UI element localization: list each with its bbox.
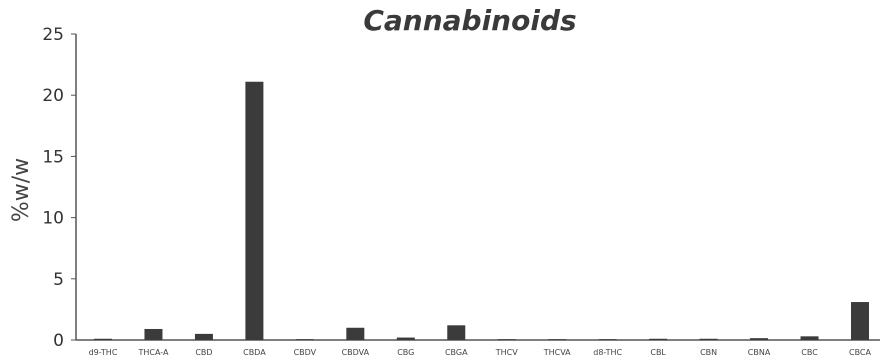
y-tick-label: 5	[53, 270, 64, 290]
bar-cbca	[851, 302, 869, 340]
x-tick-label: THCA-A	[137, 348, 168, 357]
bar-cbc	[800, 336, 819, 340]
bar-cbga	[447, 325, 466, 340]
x-tick-label: d8-THC	[593, 348, 622, 357]
bar-d9-thc	[94, 338, 112, 340]
x-tick-label: CBDA	[243, 348, 266, 357]
bar-d8-thc	[598, 339, 617, 340]
x-tick-label: CBNA	[748, 348, 771, 357]
bar-cbg	[396, 337, 415, 340]
bar-thcva	[548, 339, 567, 340]
x-tick-label: CBL	[650, 348, 666, 357]
x-tick-label: CBD	[195, 348, 212, 357]
bar-thca-a	[144, 328, 163, 340]
bar-cbdv	[295, 339, 314, 340]
x-tick-label: CBGA	[445, 348, 468, 357]
bar-cbdva	[346, 327, 365, 340]
x-tick-label: CBG	[397, 348, 414, 357]
bar-cbn	[699, 338, 718, 340]
bar-cbd	[194, 333, 213, 340]
y-tick-label: 15	[42, 147, 64, 167]
x-tick-label: CBDVA	[342, 348, 370, 357]
x-tick-label: THCVA	[543, 348, 571, 357]
x-tick-label: d9-THC	[89, 348, 118, 357]
x-tick-label: CBC	[801, 348, 818, 357]
y-axis-label: %w/w	[9, 158, 34, 222]
y-tick-label: 25	[42, 25, 64, 45]
y-tick-label: 10	[42, 209, 64, 229]
x-tick-label: THCV	[495, 348, 518, 357]
bars	[94, 81, 869, 341]
x-tick-label: CBCA	[849, 348, 872, 357]
x-ticks: d9-THC THCA-A CBD CBDA CBDV CBDVA CBG CBGA THCV T…	[89, 348, 872, 357]
bar-cbna	[750, 338, 769, 340]
bar-thcv	[497, 339, 516, 340]
bar-cbl	[649, 338, 668, 340]
x-tick-label: CBN	[700, 348, 717, 357]
bar-cbda	[245, 81, 264, 341]
chart-title: Cannabinoids	[363, 4, 576, 37]
y-tick-label: 20	[42, 86, 64, 106]
y-tick-label: 0	[53, 331, 64, 351]
x-tick-label: CBDV	[294, 348, 317, 357]
y-ticks: 0 5 10 15 20 25	[42, 25, 76, 351]
